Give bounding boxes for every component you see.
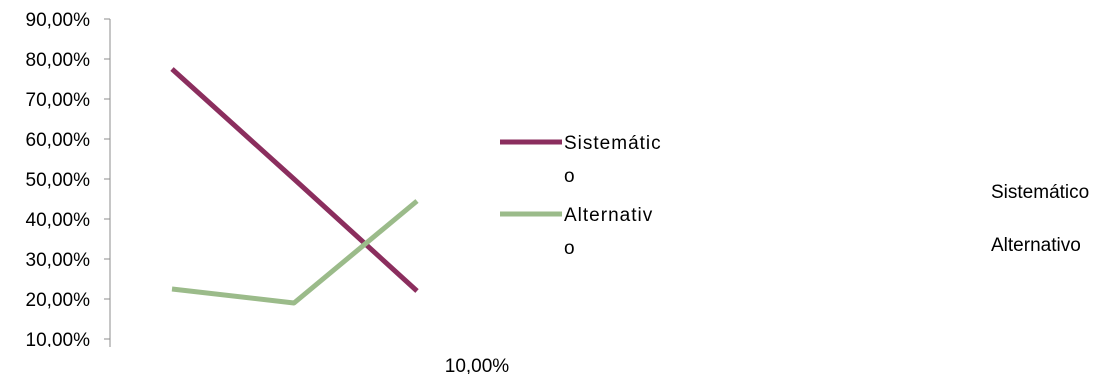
y-tick-label: 40,00% [26, 210, 91, 231]
y-tick-label: 50,00% [26, 170, 91, 191]
series-lines [170, 67, 419, 306]
y-axis [104, 18, 111, 347]
y-tick-label: 20,00% [26, 290, 91, 311]
series-line-1 [171, 199, 419, 306]
legend-label-0-line2: o [564, 166, 576, 187]
x-axis-value-label: 10,00% [445, 356, 510, 374]
y-tick-label: 90,00% [26, 10, 91, 31]
y-tick-label: 60,00% [26, 130, 91, 151]
side-label-sistematico: Sistemático [991, 182, 1090, 203]
y-tick-label: 30,00% [26, 250, 91, 271]
y-tick-label: 80,00% [26, 50, 91, 71]
legend: Sistemátic o Alternativ o [500, 133, 662, 259]
legend-label-1-line2: o [564, 238, 576, 259]
y-tick-label: 10,00% [26, 330, 91, 351]
y-tick-labels: 90,00% 80,00% 70,00% 60,00% 50,00% 40,00% 30,0… [26, 10, 91, 351]
legend-label-1-line1: Alternativ [564, 205, 653, 226]
legend-label-0-line1: Sistemátic [564, 133, 662, 154]
side-label-alternativo: Alternativo [991, 235, 1081, 256]
y-tick-label: 70,00% [26, 90, 91, 111]
series-line-0 [170, 67, 419, 293]
